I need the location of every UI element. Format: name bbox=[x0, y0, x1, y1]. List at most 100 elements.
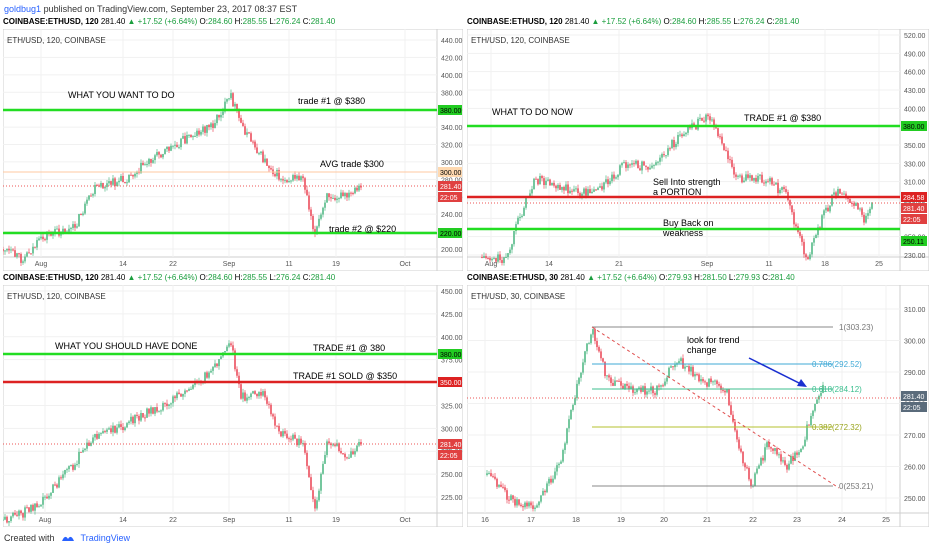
time-axis[interactable]: Aug 14 22 Sep 11 19 Oct bbox=[35, 261, 411, 268]
candle-body bbox=[623, 162, 625, 164]
high-value: 285.55 bbox=[706, 17, 732, 26]
candle-body bbox=[542, 490, 544, 496]
candle-body bbox=[644, 386, 646, 395]
candle-body bbox=[663, 154, 665, 156]
candle-body bbox=[520, 504, 522, 507]
fib-label: 0(253.21) bbox=[839, 482, 874, 491]
price-tag: 380.00 bbox=[440, 352, 462, 359]
candle-body bbox=[282, 179, 284, 181]
candle-body bbox=[745, 174, 747, 181]
candle-body bbox=[801, 235, 803, 242]
candle-body bbox=[94, 434, 96, 438]
candle-body bbox=[36, 503, 38, 508]
candle-body bbox=[348, 457, 350, 459]
y-tick-label: 425.00 bbox=[441, 312, 463, 319]
annotation-text: a PORTION bbox=[653, 187, 701, 197]
candle-body bbox=[815, 234, 817, 239]
candle-body bbox=[170, 145, 172, 151]
price-tag: 220.00 bbox=[440, 231, 462, 238]
price-chart[interactable]: ETH/USD, 30, COINBASE 1(303.23) 0.786(29… bbox=[467, 285, 929, 527]
candle-body bbox=[490, 473, 492, 477]
candle-body bbox=[791, 205, 793, 213]
candle-body bbox=[60, 477, 62, 479]
candle-body bbox=[162, 403, 164, 411]
price-tag-bg bbox=[438, 377, 462, 387]
candle-body bbox=[773, 184, 775, 186]
candle-body bbox=[813, 238, 815, 243]
candle-body bbox=[768, 442, 770, 448]
x-tick-label: Aug bbox=[35, 261, 48, 268]
candle-body bbox=[510, 495, 512, 501]
candle-body bbox=[284, 431, 286, 434]
candle-body bbox=[358, 185, 360, 191]
time-axis[interactable]: Aug 14 22 Sep 11 19 Oct bbox=[39, 517, 411, 524]
candle-body bbox=[154, 155, 156, 161]
candle-body bbox=[308, 195, 310, 210]
time-axis[interactable]: Aug 14 21 Sep 11 18 25 bbox=[485, 261, 883, 268]
fib-label: 0.786(292.52) bbox=[812, 360, 862, 369]
candle-body bbox=[96, 434, 98, 439]
time-axis[interactable]: 16 17 18 19 20 21 22 23 24 25 bbox=[481, 517, 890, 524]
annotation-text: change bbox=[687, 345, 717, 355]
candle-body bbox=[774, 448, 776, 451]
candle-body bbox=[751, 175, 753, 181]
candle-body bbox=[516, 499, 518, 506]
candle-body bbox=[624, 383, 626, 389]
chart-pane-bottom-right[interactable]: COINBASE:ETHUSD, 30 281.40 ▲ +17.52 (+6.… bbox=[467, 271, 929, 527]
candle-body bbox=[698, 374, 700, 382]
candle-body bbox=[172, 145, 174, 147]
candle-body bbox=[180, 394, 182, 397]
candle-body bbox=[340, 192, 342, 199]
candle-body bbox=[118, 180, 120, 183]
candle-body bbox=[560, 461, 562, 464]
chart-pane-top-left[interactable]: COINBASE:ETHUSD, 120 281.40 ▲ +17.52 (+6… bbox=[3, 15, 463, 271]
fib-retracement[interactable]: 1(303.23) 0.786(292.52) 0.618(284.12) 0.… bbox=[592, 323, 874, 491]
chart-pane-top-right[interactable]: COINBASE:ETHUSD, 120 281.40 ▲ +17.52 (+6… bbox=[467, 15, 929, 271]
candle-body bbox=[196, 130, 198, 136]
candle-body bbox=[184, 390, 186, 394]
price-tag: 22:05 bbox=[440, 453, 458, 460]
price-chart[interactable]: ETH/USD, 120, COINBASE WHAT YOU WANT TO … bbox=[3, 29, 463, 271]
author-link[interactable]: goldbug1 bbox=[4, 4, 42, 14]
candle-body bbox=[717, 128, 719, 137]
candle-body bbox=[664, 381, 666, 386]
annotation-text: Sell Into strength bbox=[653, 177, 721, 187]
tradingview-link[interactable]: TradingView bbox=[80, 533, 131, 543]
price-chart[interactable]: ETH/USD, 120, COINBASE WHAT YOU SHOULD H… bbox=[3, 285, 463, 527]
y-tick-label: 380.00 bbox=[441, 90, 463, 97]
candle-body bbox=[782, 460, 784, 462]
candle-body bbox=[731, 159, 733, 167]
candle-body bbox=[152, 407, 154, 414]
pane-header: COINBASE:ETHUSD, 120 281.40 ▲ +17.52 (+6… bbox=[3, 17, 336, 26]
candle-body bbox=[276, 425, 278, 427]
candle-body bbox=[26, 507, 28, 509]
trendline[interactable] bbox=[591, 326, 840, 489]
candle-body bbox=[278, 425, 280, 432]
candle-body bbox=[96, 184, 98, 186]
candle-body bbox=[498, 484, 500, 487]
candle-body bbox=[742, 451, 744, 464]
candle-body bbox=[628, 385, 630, 389]
candle-body bbox=[214, 123, 216, 128]
candle-body bbox=[727, 150, 729, 160]
candle-body bbox=[512, 495, 514, 500]
candle-body bbox=[671, 140, 673, 149]
candle-body bbox=[102, 431, 104, 434]
candle-body bbox=[518, 499, 520, 505]
chart-pane-bottom-left[interactable]: COINBASE:ETHUSD, 120 281.40 ▲ +17.52 (+6… bbox=[3, 271, 463, 527]
candle-body bbox=[545, 180, 547, 186]
candle-body bbox=[254, 391, 256, 394]
candle-body bbox=[657, 161, 659, 163]
candle-body bbox=[754, 473, 756, 486]
candle-body bbox=[192, 136, 194, 138]
candle-body bbox=[10, 249, 12, 251]
candle-body bbox=[152, 160, 154, 163]
last-price: 281.40 bbox=[100, 17, 126, 26]
candle-body bbox=[785, 189, 787, 193]
candle-body bbox=[230, 93, 232, 99]
candle-body bbox=[493, 257, 495, 259]
candle-body bbox=[176, 144, 178, 148]
price-chart[interactable]: ETH/USD, 120, COINBASE WHAT TO DO NOW TR… bbox=[467, 29, 929, 271]
x-tick-label: 18 bbox=[572, 517, 580, 524]
price-tag: 350.00 bbox=[440, 380, 462, 387]
